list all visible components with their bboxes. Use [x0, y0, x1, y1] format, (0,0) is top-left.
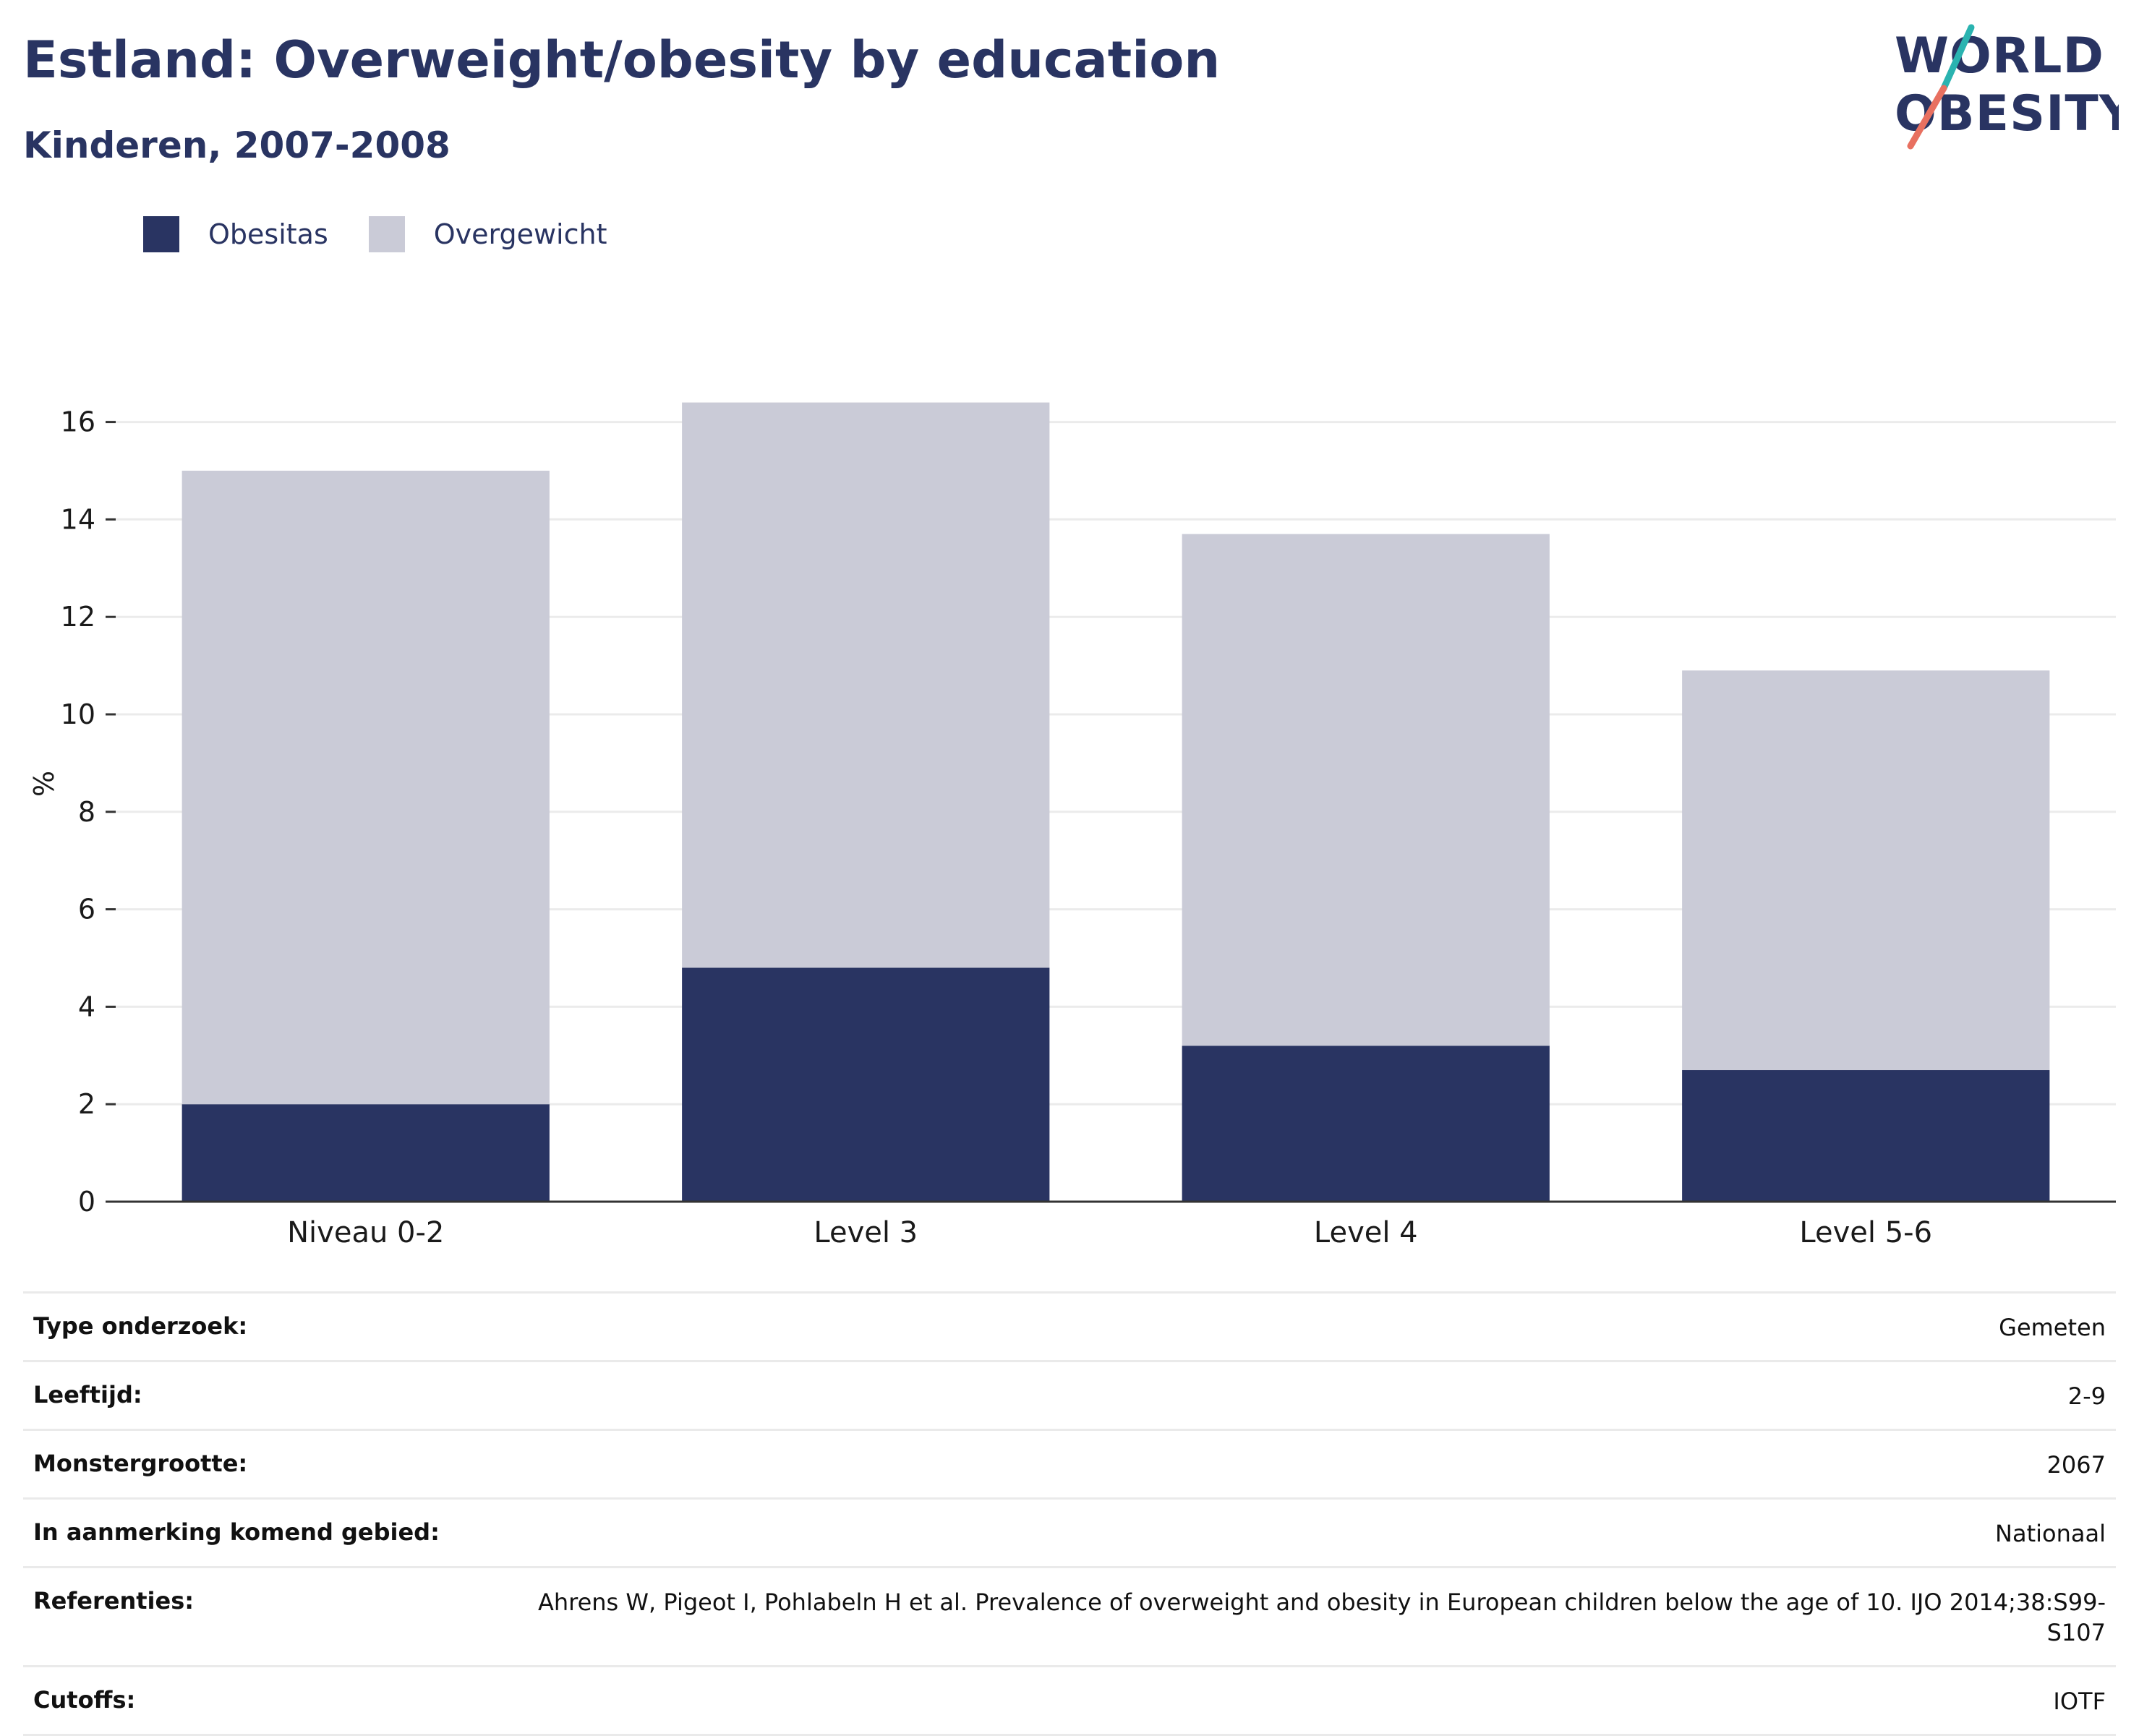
bars — [182, 402, 2050, 1202]
info-key: In aanmerking komend gebied: — [33, 1518, 440, 1546]
legend-item-obesitas: Obesitas — [143, 216, 328, 252]
info-value: IOTF — [2053, 1688, 2106, 1715]
info-value: 2-9 — [2067, 1382, 2106, 1410]
info-row: Type onderzoek: Gemeten — [23, 1291, 2116, 1360]
info-row: Cutoffs: IOTF — [23, 1665, 2116, 1736]
y-tick-label: 12 — [61, 601, 95, 633]
info-key: Leeftijd: — [33, 1381, 142, 1408]
logo-slash-coral-icon — [1907, 85, 1947, 150]
bar-chart: 0 2 4 6 8 10 12 14 16 Niveau 0-2 Level 3 Level 4 Le… — [28, 402, 2116, 1249]
bar-overgewicht — [182, 471, 550, 1105]
info-row: Monstergrootte: 2067 — [23, 1429, 2116, 1497]
bar-obesitas — [1182, 1046, 1550, 1202]
y-tick-label: 10 — [61, 698, 95, 730]
info-row: In aanmerking komend gebied: Nationaal — [23, 1497, 2116, 1566]
x-tick-label: Level 5-6 — [1799, 1216, 1932, 1249]
x-axis-labels: Niveau 0-2 Level 3 Level 4 Level 5-6 — [287, 1216, 1932, 1249]
y-tick-label: 4 — [78, 991, 95, 1022]
world-obesity-logo: WORLD OBESITY — [1895, 24, 2119, 150]
info-key: Cutoffs: — [33, 1686, 136, 1714]
logo-line-1: WORLD — [1895, 27, 2104, 85]
x-tick-label: Level 4 — [1314, 1216, 1418, 1249]
legend-swatch-obesitas — [143, 216, 179, 252]
y-tick-label: 14 — [61, 503, 95, 535]
logo-slash-teal-icon — [1940, 24, 1975, 92]
bar-overgewicht — [682, 402, 1050, 968]
y-tick-label: 16 — [61, 406, 95, 438]
bar-obesitas — [182, 1104, 550, 1202]
y-tick-label: 0 — [78, 1186, 95, 1218]
info-key: Type onderzoek: — [33, 1312, 248, 1340]
chart-subtitle: Kinderen, 2007-2008 — [23, 124, 451, 166]
bar-overgewicht — [1682, 670, 2050, 1071]
y-axis-label: % — [28, 771, 60, 797]
info-value: Nationaal — [1995, 1520, 2106, 1547]
legend-label-obesitas: Obesitas — [208, 218, 328, 250]
info-key: Referenties: — [33, 1587, 195, 1615]
legend-swatch-overgewicht — [368, 216, 405, 252]
legend-label-overgewicht: Overgewicht — [433, 218, 607, 250]
x-tick-label: Niveau 0-2 — [287, 1216, 444, 1249]
y-tick-label: 2 — [78, 1088, 95, 1120]
bar-obesitas — [1682, 1070, 2050, 1202]
info-key: Monstergrootte: — [33, 1450, 248, 1477]
bar-obesitas — [682, 967, 1050, 1202]
legend-item-overgewicht: Overgewicht — [368, 216, 607, 252]
info-value: Ahrens W, Pigeot I, Pohlabeln H et al. P… — [537, 1589, 2106, 1646]
y-axis-ticks: 0 2 4 6 8 10 12 14 16 — [61, 406, 116, 1218]
info-value: 2067 — [2046, 1451, 2106, 1479]
y-tick-label: 6 — [78, 894, 95, 925]
info-row: Referenties: Ahrens W, Pigeot I, Pohlabe… — [23, 1566, 2116, 1665]
y-tick-label: 8 — [78, 796, 95, 828]
bar-overgewicht — [1182, 534, 1550, 1046]
x-tick-label: Level 3 — [814, 1216, 918, 1249]
chart-title: Estland: Overweight/obesity by education — [23, 30, 1221, 90]
info-row: Leeftijd: 2-9 — [23, 1360, 2116, 1429]
info-table: Type onderzoek: Gemeten Leeftijd: 2-9 Mo… — [23, 1291, 2116, 1736]
info-value: Gemeten — [1999, 1314, 2106, 1341]
chart-legend: Obesitas Overgewicht — [143, 214, 648, 255]
